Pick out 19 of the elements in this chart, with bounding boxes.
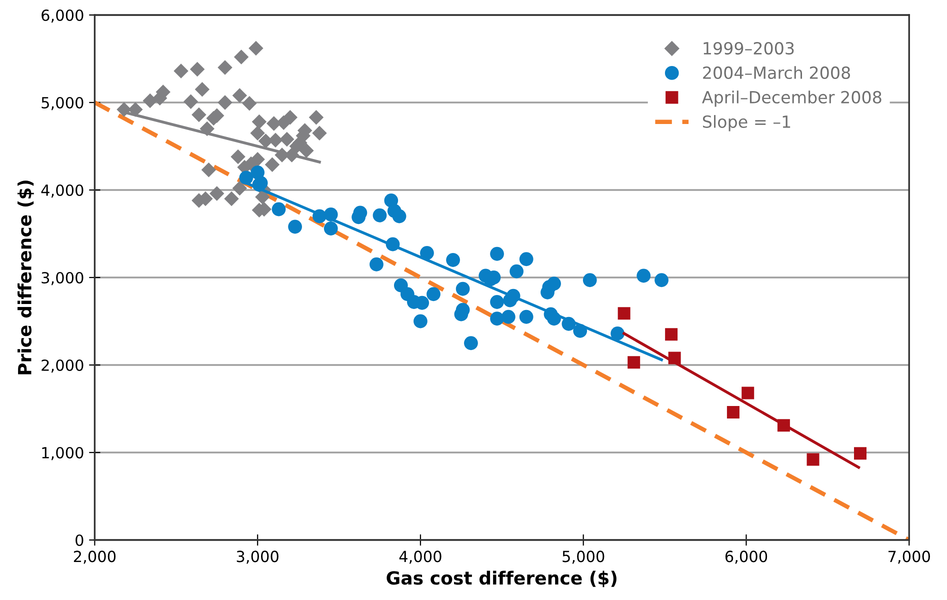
x-tick-label: 4,000 — [399, 550, 442, 564]
x-tick-label: 2,000 — [74, 550, 116, 564]
y-tick-label: 3,000 — [42, 272, 84, 286]
legend-label: 1999–2003 — [704, 42, 794, 55]
legend-label: 2004–March 2008 — [703, 66, 850, 80]
x-tick-label: 3,000 — [236, 550, 278, 564]
y-tick-label: 2,000 — [42, 359, 84, 373]
x-tick-label: 7,000 — [888, 550, 930, 564]
y-tick-label: 0 — [76, 534, 84, 546]
legend-label: April–December 2008 — [702, 90, 882, 107]
legend-label: Slope = –1 — [702, 115, 790, 132]
x-axis-title: Gas cost difference ($) — [386, 570, 616, 588]
y-tick-label: 1,000 — [42, 446, 84, 460]
y-tick-label: 6,000 — [42, 9, 84, 23]
y-tick-label: 5,000 — [42, 96, 84, 110]
y-tick-label: 4,000 — [41, 184, 84, 198]
y-axis-title: Price difference ($) — [18, 180, 34, 374]
x-tick-label: 5,000 — [562, 550, 604, 564]
x-tick-label: 6,000 — [725, 550, 768, 564]
